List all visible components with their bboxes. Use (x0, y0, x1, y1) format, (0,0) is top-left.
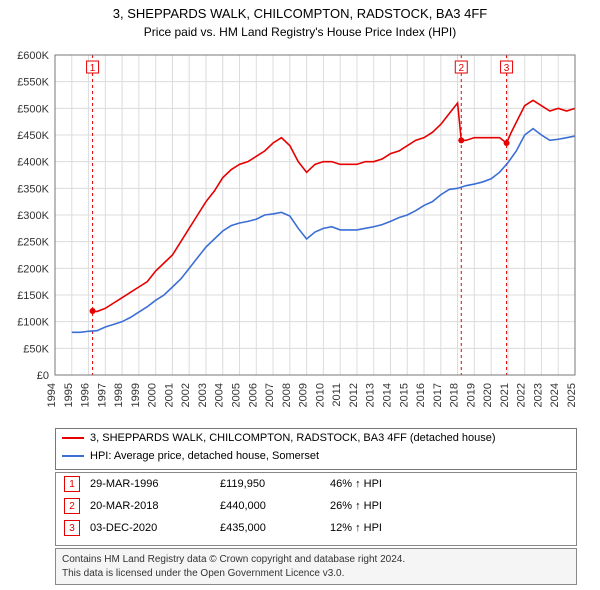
svg-text:2001: 2001 (163, 383, 175, 407)
event-price: £435,000 (220, 522, 330, 534)
legend-swatch (62, 455, 84, 457)
svg-text:2025: 2025 (566, 383, 578, 407)
svg-text:£500K: £500K (17, 103, 49, 115)
svg-text:2014: 2014 (381, 383, 393, 407)
svg-text:2011: 2011 (331, 383, 343, 407)
legend-row: HPI: Average price, detached house, Some… (56, 447, 576, 465)
svg-text:2020: 2020 (482, 383, 494, 407)
svg-text:2003: 2003 (197, 383, 209, 407)
legend-row: 3, SHEPPARDS WALK, CHILCOMPTON, RADSTOCK… (56, 429, 576, 447)
event-price: £119,950 (220, 478, 330, 490)
svg-text:1: 1 (90, 63, 96, 74)
legend: 3, SHEPPARDS WALK, CHILCOMPTON, RADSTOCK… (55, 428, 577, 470)
svg-text:£100K: £100K (17, 317, 49, 329)
legend-swatch (62, 437, 84, 439)
svg-text:2010: 2010 (314, 383, 326, 407)
svg-text:1999: 1999 (130, 383, 142, 407)
event-marker-icon: 1 (64, 476, 80, 492)
svg-text:£350K: £350K (17, 183, 49, 195)
svg-text:2019: 2019 (465, 383, 477, 407)
svg-text:3: 3 (504, 63, 510, 74)
svg-text:2015: 2015 (398, 383, 410, 407)
svg-text:2008: 2008 (281, 383, 293, 407)
svg-text:2009: 2009 (298, 383, 310, 407)
svg-text:2024: 2024 (549, 383, 561, 407)
event-delta: 12% ↑ HPI (330, 522, 382, 534)
attribution-footer: Contains HM Land Registry data © Crown c… (55, 548, 577, 585)
event-delta: 26% ↑ HPI (330, 500, 382, 512)
svg-text:£550K: £550K (17, 77, 49, 89)
price-vs-hpi-chart: £0 £50K £100K £150K £200K £250K £300K £350K £400… (0, 0, 600, 430)
events-table: 1 29-MAR-1996£119,95046% ↑ HPI 2 20-MAR-201… (55, 472, 577, 546)
svg-text:1996: 1996 (80, 383, 92, 407)
event-delta: 46% ↑ HPI (330, 478, 382, 490)
svg-text:2022: 2022 (516, 383, 528, 407)
svg-text:1994: 1994 (46, 383, 58, 407)
event-marker-icon: 3 (64, 520, 80, 536)
svg-text:2007: 2007 (264, 383, 276, 407)
event-date: 20-MAR-2018 (90, 500, 220, 512)
event-date: 03-DEC-2020 (90, 522, 220, 534)
svg-text:1995: 1995 (63, 383, 75, 407)
svg-text:1997: 1997 (96, 383, 108, 407)
svg-text:2004: 2004 (214, 383, 226, 407)
svg-text:2002: 2002 (180, 383, 192, 407)
svg-text:2005: 2005 (231, 383, 243, 407)
svg-text:£600K: £600K (17, 50, 49, 62)
svg-text:£250K: £250K (17, 237, 49, 249)
svg-text:£0: £0 (37, 370, 49, 382)
svg-text:£450K: £450K (17, 130, 49, 142)
footer-line-2: This data is licensed under the Open Gov… (62, 567, 570, 581)
svg-text:1998: 1998 (113, 383, 125, 407)
event-price: £440,000 (220, 500, 330, 512)
svg-text:2013: 2013 (365, 383, 377, 407)
svg-text:2023: 2023 (532, 383, 544, 407)
legend-label: 3, SHEPPARDS WALK, CHILCOMPTON, RADSTOCK… (90, 432, 496, 444)
svg-text:£400K: £400K (17, 157, 49, 169)
event-date: 29-MAR-1996 (90, 478, 220, 490)
event-row: 3 03-DEC-2020£435,00012% ↑ HPI (56, 517, 576, 539)
event-row: 1 29-MAR-1996£119,95046% ↑ HPI (56, 473, 576, 495)
footer-line-1: Contains HM Land Registry data © Crown c… (62, 553, 570, 567)
svg-text:£50K: £50K (23, 343, 49, 355)
svg-text:2021: 2021 (499, 383, 511, 407)
svg-text:£150K: £150K (17, 290, 49, 302)
legend-label: HPI: Average price, detached house, Some… (90, 450, 319, 462)
event-row: 2 20-MAR-2018£440,00026% ↑ HPI (56, 495, 576, 517)
svg-text:2000: 2000 (147, 383, 159, 407)
svg-text:2006: 2006 (247, 383, 259, 407)
svg-text:2016: 2016 (415, 383, 427, 407)
svg-text:£300K: £300K (17, 210, 49, 222)
svg-text:2012: 2012 (348, 383, 360, 407)
svg-text:2: 2 (458, 63, 464, 74)
svg-text:£200K: £200K (17, 263, 49, 275)
svg-text:2018: 2018 (449, 383, 461, 407)
svg-text:2017: 2017 (432, 383, 444, 407)
event-marker-icon: 2 (64, 498, 80, 514)
